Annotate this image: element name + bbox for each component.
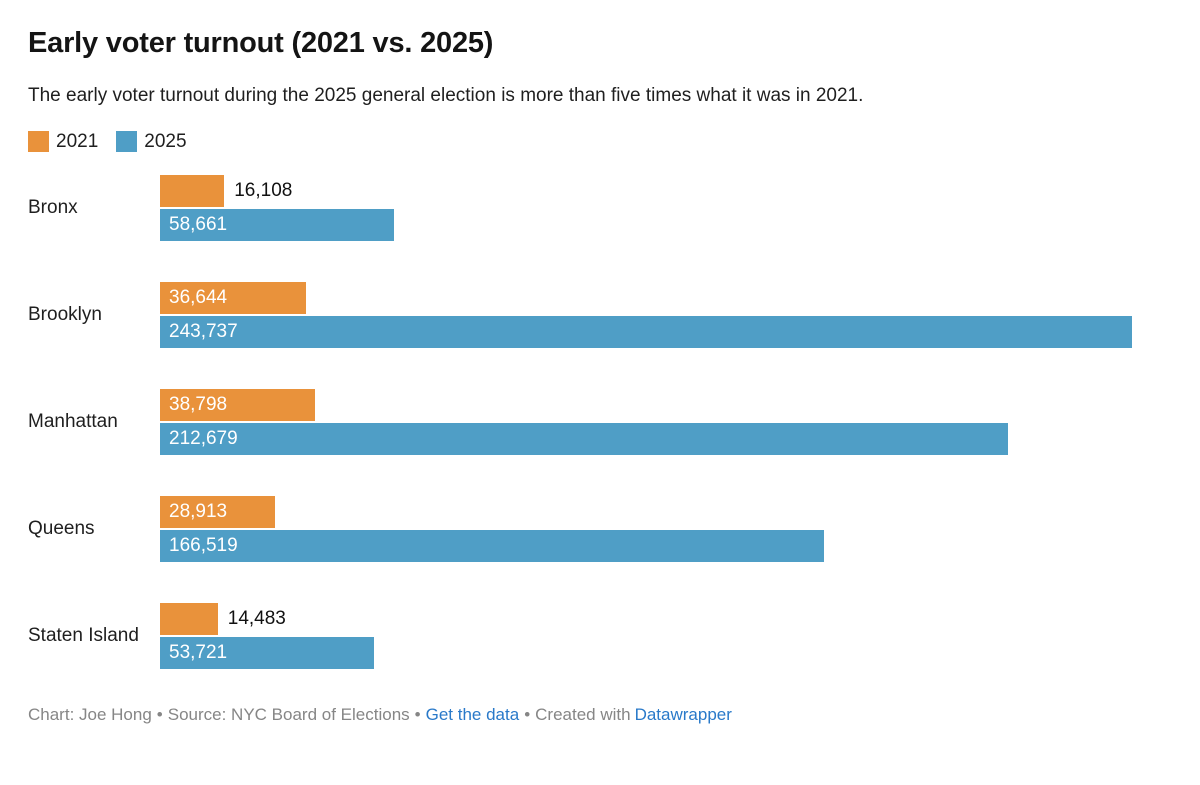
- bar-2021: 28,913: [160, 495, 276, 528]
- category-label: Bronx: [28, 196, 78, 218]
- category-label: Manhattan: [28, 410, 118, 432]
- bar-group: 16,108 58,661: [160, 174, 1132, 241]
- chart-credit: Chart: Joe Hong: [28, 704, 152, 724]
- chart-row-brooklyn: Brooklyn 36,644 243,737: [28, 281, 1172, 348]
- bar-2025: 212,679: [160, 422, 1009, 455]
- category-label: Queens: [28, 517, 95, 539]
- category-label: Brooklyn: [28, 303, 102, 325]
- bar-value-2025: 53,721: [169, 641, 228, 663]
- chart-row-queens: Queens 28,913 166,519: [28, 495, 1172, 562]
- bar-chart: Bronx 16,108 58,661 Brooklyn: [28, 174, 1172, 669]
- bar-line-2025: 243,737: [160, 315, 1132, 348]
- bar-group: 38,798 212,679: [160, 388, 1132, 455]
- chart-row-staten-island: Staten Island 14,483 53,721: [28, 602, 1172, 669]
- legend-label-2025: 2025: [144, 130, 187, 152]
- chart-footer: Chart: Joe Hong • Source: NYC Board of Ele…: [28, 705, 1172, 725]
- bar-line-2021: 38,798: [160, 388, 1132, 421]
- bar-line-2021: 36,644: [160, 281, 1132, 314]
- bar-value-2025: 212,679: [169, 427, 238, 449]
- chart-row-bronx: Bronx 16,108 58,661: [28, 174, 1172, 241]
- get-the-data-link[interactable]: Get the data: [425, 704, 520, 724]
- bar-group: 14,483 53,721: [160, 602, 1132, 669]
- bar-value-2025: 243,737: [169, 320, 238, 342]
- bar-value-2021: 28,913: [169, 500, 228, 522]
- bar-group: 36,644 243,737: [160, 281, 1132, 348]
- bar-2025: 53,721: [160, 636, 375, 669]
- bar-line-2025: 166,519: [160, 529, 1132, 562]
- bar-2021: 14,483: [160, 602, 286, 635]
- chart-row-manhattan: Manhattan 38,798 212,679: [28, 388, 1172, 455]
- footer-separator: •: [156, 704, 163, 724]
- legend-item-2021: 2021: [28, 131, 98, 153]
- chart-subtitle: The early voter turnout during the 2025 …: [28, 84, 864, 106]
- bar-value-2021: 14,483: [227, 607, 286, 629]
- legend-swatch-2025: [116, 131, 138, 153]
- bar-2021: 16,108: [160, 174, 292, 207]
- category-label: Staten Island: [28, 624, 139, 646]
- bar-2021: 36,644: [160, 281, 307, 314]
- footer-separator: •: [524, 704, 531, 724]
- bar-line-2025: 212,679: [160, 422, 1132, 455]
- footer-separator: •: [414, 704, 421, 724]
- bar-value-2021: 38,798: [169, 393, 228, 415]
- source-text: Source: NYC Board of Elections: [167, 704, 410, 724]
- chart-title: Early voter turnout (2021 vs. 2025): [28, 27, 494, 59]
- bar-2021: 38,798: [160, 388, 315, 421]
- bar-2025: 243,737: [160, 315, 1132, 348]
- bar-value-2021: 16,108: [234, 179, 293, 201]
- bar-group: 28,913 166,519: [160, 495, 1132, 562]
- legend: 2021 2025: [28, 131, 1172, 153]
- created-with-text: Created with: [535, 704, 631, 724]
- bar-value-2021: 36,644: [169, 286, 228, 308]
- bar-line-2021: 14,483: [160, 602, 1132, 635]
- bar-2025: 166,519: [160, 529, 825, 562]
- bar-value-2025: 58,661: [169, 213, 228, 235]
- bar-2025: 58,661: [160, 208, 394, 241]
- legend-item-2025: 2025: [116, 130, 187, 153]
- bar-line-2025: 58,661: [160, 208, 1132, 241]
- bar-line-2021: 28,913: [160, 495, 1132, 528]
- datawrapper-link[interactable]: Datawrapper: [634, 704, 732, 724]
- bar-line-2021: 16,108: [160, 174, 1132, 207]
- bar-line-2025: 53,721: [160, 636, 1132, 669]
- legend-swatch-2021: [28, 131, 49, 153]
- legend-label-2021: 2021: [56, 130, 99, 152]
- bar-value-2025: 166,519: [169, 534, 238, 556]
